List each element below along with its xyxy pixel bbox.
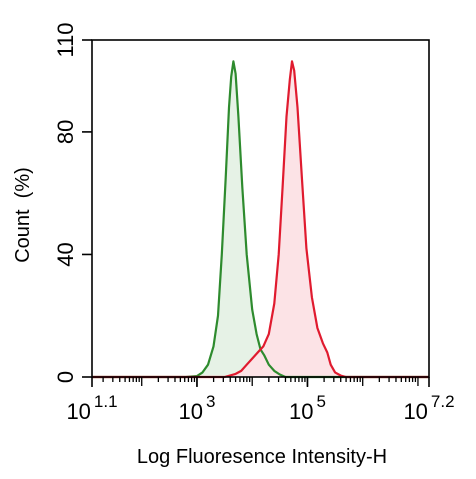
- series-2-line: [92, 60, 429, 379]
- x-minor-ticks: [102, 377, 419, 386]
- x-tick-label: 10 5: [289, 392, 326, 424]
- x-axis-ticks: 10 1.1 10 3 10 5 10 7.2: [66, 377, 455, 424]
- plot-frame: [91, 39, 430, 378]
- y-axis-ticks: 0 40 80 110: [53, 22, 92, 383]
- x-tick-label: 10 7.2: [403, 392, 454, 424]
- x-tick-label: 10 3: [178, 392, 215, 424]
- y-tick-label: 40: [53, 242, 78, 266]
- y-axis-label: Count (%): [12, 167, 34, 263]
- y-tick-label: 80: [53, 120, 78, 144]
- series-layer: [92, 60, 429, 379]
- series-1-area: [92, 61, 429, 378]
- x-tick-label: 10 1.1: [66, 392, 117, 424]
- y-tick-label: 0: [53, 371, 78, 383]
- series-2-area: [92, 61, 429, 378]
- series-1-line: [92, 60, 429, 379]
- y-tick-label: 110: [53, 22, 78, 57]
- x-axis-label: Log Fluoresence Intensity-H: [137, 446, 387, 468]
